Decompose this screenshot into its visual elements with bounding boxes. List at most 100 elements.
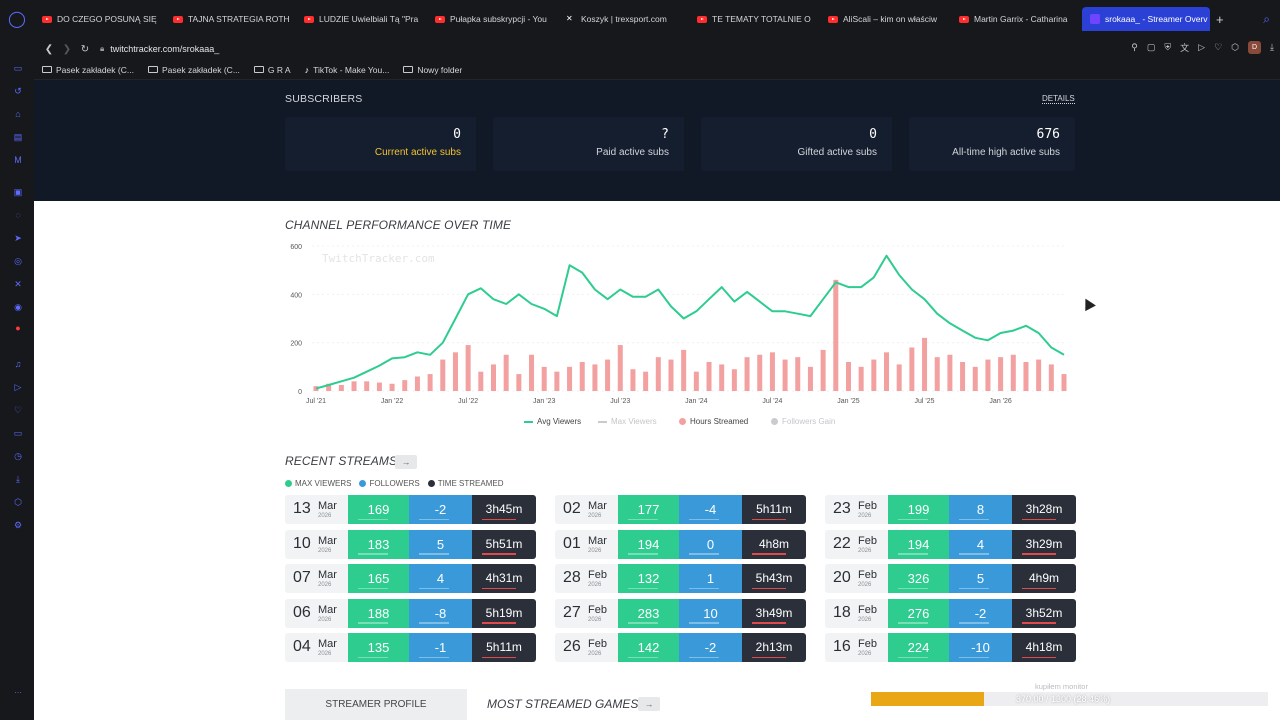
- stream-card[interactable]: 28 Feb 2026 132 1 5h43m: [555, 564, 806, 593]
- bookmark-4[interactable]: Nowy folder: [403, 65, 462, 75]
- stream-card[interactable]: 04 Mar 2026 135 -1 5h11m: [285, 633, 536, 662]
- favorites-icon[interactable]: ♡: [13, 405, 23, 415]
- stream-card[interactable]: 01 Mar 2026 194 0 4h8m: [555, 529, 806, 559]
- bookmark-3[interactable]: ♪ TikTok - Make You...: [305, 65, 390, 75]
- stream-card[interactable]: 18 Feb 2026 276 -2 3h52m: [825, 598, 1076, 628]
- tab-0[interactable]: DO CZEGO POSUNĄ SIĘ: [34, 7, 165, 31]
- stream-card[interactable]: 10 Mar 2026 183 5 5h51m: [285, 529, 536, 559]
- stream-date: 07 Mar 2026: [285, 564, 348, 593]
- legend-item[interactable]: Followers Gain: [771, 417, 835, 426]
- stream-time: 5h19m: [472, 598, 536, 628]
- messenger-icon[interactable]: ◌: [15, 210, 21, 220]
- pinboard-icon[interactable]: ▤: [13, 132, 23, 142]
- history-icon[interactable]: ↺: [14, 86, 22, 96]
- stream-day: 16: [833, 638, 851, 655]
- heart-icon[interactable]: ♡: [1214, 42, 1223, 52]
- new-tab-button[interactable]: +: [1216, 11, 1224, 27]
- twitch-icon[interactable]: ▣: [13, 187, 23, 197]
- tab-1[interactable]: TAJNA STRATEGIA ROTH: [165, 7, 296, 31]
- stream-date: 13 Mar 2026: [285, 495, 348, 524]
- tab-3[interactable]: Pułapka subskrypcji - You: [427, 7, 558, 31]
- tab-label: AliScali – kim on właściw: [843, 14, 937, 24]
- url-field[interactable]: twitchtracker.com/srokaaa_: [110, 44, 220, 54]
- extensions-icon[interactable]: ⬡: [1231, 42, 1240, 52]
- settings-icon[interactable]: ⚙: [13, 520, 23, 530]
- stream-card[interactable]: 27 Feb 2026 283 10 3h49m: [555, 598, 806, 628]
- reload-button[interactable]: ↻: [80, 43, 90, 55]
- most-streamed-arrow-button[interactable]: →: [638, 697, 660, 711]
- hours-bar: [1061, 374, 1067, 391]
- stream-max-viewers: 326: [888, 564, 949, 593]
- stream-day: 20: [833, 569, 851, 586]
- youtube-icon: [435, 15, 445, 23]
- stream-month: Feb: [858, 534, 877, 547]
- x-icon[interactable]: ✕: [14, 279, 22, 289]
- bookmark-1[interactable]: Pasek zakładek (C...: [147, 65, 240, 75]
- legend-item[interactable]: Avg Viewers: [524, 417, 581, 426]
- wallet-icon[interactable]: ▭: [13, 428, 23, 438]
- profile-avatar[interactable]: D: [1248, 41, 1262, 54]
- extensions-sidebar-icon[interactable]: ⬡: [14, 497, 22, 507]
- speed-dial-icon[interactable]: ▭: [13, 63, 23, 73]
- stream-legend-label: FOLLOWERS: [369, 479, 420, 488]
- play-icon[interactable]: ▷: [1198, 42, 1206, 52]
- bookmark-2[interactable]: G R A: [253, 64, 291, 75]
- snapshot-icon[interactable]: ▢: [1146, 42, 1156, 52]
- details-link[interactable]: DETAILS: [1042, 94, 1075, 104]
- hours-bar: [503, 354, 509, 391]
- tab-search-icon[interactable]: ⌕: [1263, 12, 1270, 26]
- stream-card[interactable]: 16 Feb 2026 224 -10 4h18m: [825, 633, 1076, 662]
- stream-month: Mar: [318, 534, 337, 547]
- stream-card[interactable]: 02 Mar 2026 177 -4 5h11m: [555, 495, 806, 524]
- notification-badge-icon[interactable]: ●: [15, 323, 21, 333]
- legend-item[interactable]: Max Viewers: [598, 417, 657, 426]
- clock-icon[interactable]: ◷: [14, 451, 22, 461]
- more-icon[interactable]: ⋯: [14, 690, 22, 697]
- tab-6[interactable]: AliScali – kim on właściw: [820, 7, 951, 31]
- stream-date: 22 Feb 2026: [825, 529, 888, 559]
- tab-7[interactable]: Martin Garrix - Catharina: [951, 7, 1082, 31]
- tab-8[interactable]: srokaaa_ - Streamer Overv: [1082, 7, 1210, 31]
- recent-streams-title: RECENT STREAMS: [285, 454, 398, 468]
- translate-icon[interactable]: 文: [1180, 43, 1190, 53]
- tab-4[interactable]: ✕ Koszyk | trexsport.com: [558, 7, 689, 31]
- bookmark-label: G R A: [267, 64, 291, 75]
- stream-card[interactable]: 23 Feb 2026 199 8 3h28m: [825, 495, 1076, 524]
- forward-button[interactable]: ❯: [62, 43, 72, 55]
- streamer-profile-tab[interactable]: STREAMER PROFILE: [285, 689, 467, 720]
- discord-icon[interactable]: ◉: [14, 302, 22, 312]
- youtube-icon: [828, 15, 838, 23]
- folder-icon: [403, 66, 414, 73]
- legend-item[interactable]: Hours Streamed: [679, 417, 748, 426]
- shield-icon[interactable]: ⛨: [1164, 42, 1172, 52]
- mail-icon[interactable]: M: [14, 155, 22, 165]
- stream-card[interactable]: 26 Feb 2026 142 -2 2h13m: [555, 633, 806, 662]
- stream-max-viewers: 177: [618, 495, 679, 524]
- stream-card[interactable]: 22 Feb 2026 194 4 3h29m: [825, 529, 1076, 559]
- stream-card[interactable]: 13 Mar 2026 169 -2 3h45m: [285, 495, 536, 524]
- opera-logo-icon[interactable]: ◯: [8, 11, 26, 28]
- download-icon[interactable]: ⤓: [1270, 42, 1274, 52]
- hours-bar: [541, 366, 547, 391]
- tab-label: Pułapka subskrypcji - You: [450, 14, 547, 24]
- stream-card[interactable]: 06 Mar 2026 188 -8 5h19m: [285, 598, 536, 628]
- stream-year: 2026: [858, 513, 872, 519]
- send-icon[interactable]: ▷: [14, 382, 22, 392]
- recent-streams-arrow-button[interactable]: →: [395, 455, 417, 469]
- hours-bar: [567, 366, 573, 391]
- back-button[interactable]: ❮: [44, 43, 54, 55]
- stream-card[interactable]: 20 Feb 2026 326 5 4h9m: [825, 564, 1076, 593]
- instagram-icon[interactable]: ◎: [14, 256, 22, 266]
- downloads-icon[interactable]: ⤓: [16, 474, 20, 484]
- stream-card[interactable]: 07 Mar 2026 165 4 4h31m: [285, 564, 536, 593]
- pin-icon[interactable]: ⚲: [1131, 42, 1138, 52]
- music-icon[interactable]: ♫: [14, 359, 22, 369]
- legend-swatch: [524, 420, 533, 423]
- workspaces-icon[interactable]: ⌂: [15, 109, 21, 119]
- tab-2[interactable]: LUDZIE Uwielbiali Tą "Pra: [296, 7, 427, 31]
- tab-5[interactable]: TE TEMATY TOTALNIE O: [689, 7, 820, 31]
- bookmark-0[interactable]: Pasek zakładek (C...: [42, 65, 134, 75]
- telegram-icon[interactable]: ➤: [14, 233, 22, 243]
- stream-followers: 4: [409, 564, 472, 593]
- hours-bar: [947, 354, 953, 391]
